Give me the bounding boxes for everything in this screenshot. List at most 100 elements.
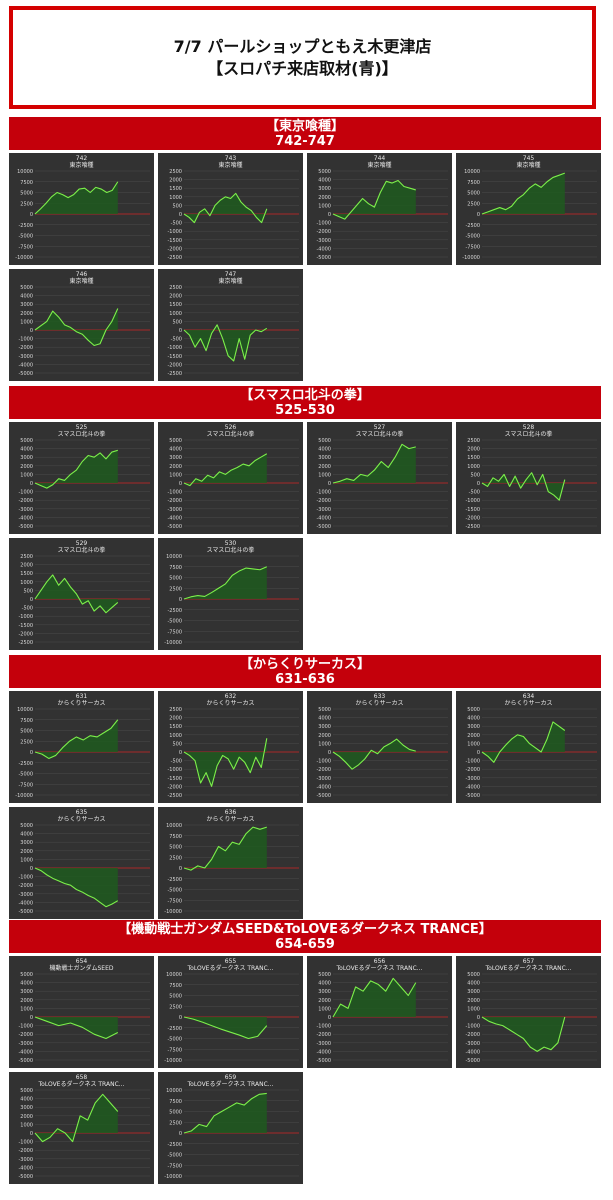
section-1: 【スマスロ北斗の拳】 525-530 5000 4000 3000 2000 1000 0 -1… xyxy=(9,386,601,650)
area-fill xyxy=(184,453,267,486)
y-tick-label: -2500 xyxy=(167,793,182,799)
y-tick-label: 5000 xyxy=(20,438,33,444)
y-tick-label: 4000 xyxy=(20,447,33,453)
chart-svg: 10000 7500 5000 2500 0 -2500 -5000 -7500 -10000 xyxy=(462,169,597,261)
y-tick-label: -5000 xyxy=(316,524,331,530)
y-tick-label: 5000 xyxy=(20,729,33,735)
y-tick-label: 1000 xyxy=(318,472,331,478)
chart-svg: 2500 2000 1500 1000 500 0 -500 -1000 -1500 -2000 -… xyxy=(167,285,299,377)
y-tick-label: 5000 xyxy=(169,845,182,851)
y-tick-label: 7500 xyxy=(20,180,33,186)
y-tick-label: 0 xyxy=(179,212,182,218)
y-tick-label: -1000 xyxy=(18,490,33,496)
y-tick-label: 5000 xyxy=(467,191,480,197)
y-tick-label: 0 xyxy=(179,1131,182,1137)
y-tick-label: -2500 xyxy=(18,761,33,767)
chart-svg: 5000 4000 3000 2000 1000 0 -1000 -2000 -3000 -400… xyxy=(18,438,150,530)
y-tick-label: -1000 xyxy=(465,759,480,765)
series-line xyxy=(34,308,119,347)
y-tick-label: -7500 xyxy=(167,1163,182,1169)
y-tick-label: -4000 xyxy=(18,1049,33,1055)
y-tick-label: 4000 xyxy=(318,447,331,453)
y-tick-label: -5000 xyxy=(167,888,182,894)
page-title: 7/7 パールショップともえ木更津店 xyxy=(173,36,432,56)
y-tick-label: 1000 xyxy=(169,733,182,739)
area-fill xyxy=(35,450,118,489)
chart-machine-number: 528 xyxy=(522,424,535,431)
y-tick-label: 2000 xyxy=(467,447,480,453)
area-fill xyxy=(184,324,267,361)
y-tick-label: 4000 xyxy=(20,294,33,300)
y-tick-label: -500 xyxy=(171,221,182,227)
y-tick-label: -2000 xyxy=(167,246,182,252)
y-tick-label: -2000 xyxy=(465,515,480,521)
y-tick-label: -7500 xyxy=(167,629,182,635)
y-tick-label: 5000 xyxy=(467,972,480,978)
y-tick-label: 2500 xyxy=(169,285,182,291)
area-fill xyxy=(184,193,267,223)
y-tick-label: 5000 xyxy=(318,707,331,713)
chart-machine-number: 526 xyxy=(224,424,237,431)
chart-machine-number: 655 xyxy=(224,958,237,965)
chart-machine-number: 658 xyxy=(75,1074,88,1081)
area-fill xyxy=(333,444,416,483)
chart-svg: 10000 7500 5000 2500 0 -2500 -5000 -7500 -10000 xyxy=(164,972,299,1064)
chart-svg: 5000 4000 3000 2000 1000 0 -1000 -2000 -3000 -400… xyxy=(316,707,448,799)
y-tick-label: -3000 xyxy=(316,776,331,782)
area-fill xyxy=(184,1093,267,1133)
y-tick-label: 0 xyxy=(477,212,480,218)
y-tick-label: 3000 xyxy=(20,840,33,846)
y-tick-label: -2000 xyxy=(465,767,480,773)
series-line xyxy=(34,719,119,759)
section-band: 【東京喰種】 742-747 xyxy=(9,117,601,150)
y-tick-label: 2000 xyxy=(169,716,182,722)
series-line xyxy=(34,574,119,614)
y-tick-label: 0 xyxy=(30,866,33,872)
y-tick-label: -10000 xyxy=(164,640,182,646)
y-tick-label: -10000 xyxy=(15,255,33,261)
series-line xyxy=(332,977,417,1018)
y-tick-label: 5000 xyxy=(318,169,331,175)
chart-svg: 5000 4000 3000 2000 1000 0 -1000 -2000 -3000 -400… xyxy=(316,169,448,261)
chart-panel-528: 2500 2000 1500 1000 500 0 -500 -1000 -1500 -2000 -… xyxy=(456,422,601,534)
y-tick-label: 3000 xyxy=(318,455,331,461)
chart-machine-number: 636 xyxy=(224,809,237,816)
y-tick-label: -5000 xyxy=(316,1058,331,1064)
y-tick-label: 1000 xyxy=(169,311,182,317)
y-tick-label: 1500 xyxy=(169,724,182,730)
y-tick-label: -1000 xyxy=(316,221,331,227)
y-tick-label: -500 xyxy=(171,337,182,343)
chart-svg: 5000 4000 3000 2000 1000 0 -1000 -2000 -3000 -400… xyxy=(18,1088,150,1180)
y-tick-label: -2000 xyxy=(167,784,182,790)
y-tick-label: -1000 xyxy=(167,229,182,235)
section-band: 【機動戦士ガンダムSEED&ToLOVEるダークネス TRANCE】 654-65… xyxy=(9,920,601,953)
y-tick-label: 7500 xyxy=(169,1099,182,1105)
chart-title: 東京喰種 xyxy=(218,278,243,285)
chart-machine-number: 744 xyxy=(373,155,386,162)
chart-panel-529: 2500 2000 1500 1000 500 0 -500 -1000 -1500 -2000 -… xyxy=(9,538,154,650)
chart-title: 東京喰種 xyxy=(218,162,243,169)
y-tick-label: 2000 xyxy=(20,998,33,1004)
chart-panel-527: 5000 4000 3000 2000 1000 0 -1000 -2000 -3000 -400… xyxy=(307,422,452,534)
y-tick-label: -2000 xyxy=(18,345,33,351)
chart-panel-526: 5000 4000 3000 2000 1000 0 -1000 -2000 -3000 -400… xyxy=(158,422,303,534)
y-tick-label: -1000 xyxy=(18,614,33,620)
y-tick-label: -7500 xyxy=(167,898,182,904)
chart-machine-number: 747 xyxy=(224,271,237,278)
chart-machine-number: 743 xyxy=(224,155,237,162)
chart-panel-657: 5000 4000 3000 2000 1000 0 -1000 -2000 -3000 -400… xyxy=(456,956,601,1068)
chart-svg: 10000 7500 5000 2500 0 -2500 -5000 -7500 -10000 xyxy=(15,707,150,799)
y-tick-label: -3000 xyxy=(316,1041,331,1047)
series-line xyxy=(332,443,416,484)
y-tick-label: 2500 xyxy=(169,1004,182,1010)
chart-machine-number: 530 xyxy=(224,540,237,547)
series-line xyxy=(481,721,566,763)
y-tick-label: -2500 xyxy=(465,223,480,229)
chart-panel-659: 10000 7500 5000 2500 0 -2500 -5000 -7500 -10000 6… xyxy=(158,1072,303,1184)
chart-svg: 5000 4000 3000 2000 1000 0 -1000 -2000 -3000 -400… xyxy=(18,823,150,915)
y-tick-label: -10000 xyxy=(164,1174,182,1180)
y-tick-label: -5000 xyxy=(316,255,331,261)
chart-machine-number: 527 xyxy=(373,424,386,431)
y-tick-label: 3000 xyxy=(169,455,182,461)
y-tick-label: -1500 xyxy=(167,776,182,782)
